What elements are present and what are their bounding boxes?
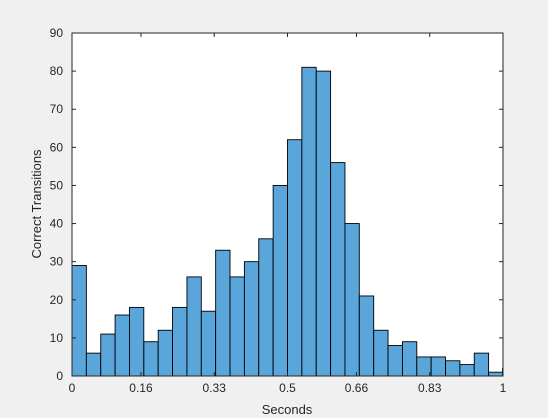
histogram-bar	[100, 333, 116, 377]
y-tick-label: 0	[56, 369, 63, 383]
histogram-bar	[373, 329, 389, 377]
histogram-bar	[157, 329, 174, 377]
x-tick-label: 0.16	[129, 381, 153, 395]
histogram-bar	[272, 184, 288, 377]
histogram-bar	[258, 238, 274, 377]
y-tick-label: 70	[50, 102, 64, 116]
y-tick-label: 80	[50, 64, 64, 78]
x-tick-label: 0.33	[203, 381, 227, 395]
histogram-bar	[85, 352, 102, 377]
y-tick-label: 90	[50, 26, 64, 40]
y-tick-label: 40	[50, 217, 64, 231]
x-tick-label: 0	[69, 381, 76, 395]
histogram-bar	[186, 276, 202, 377]
histogram-bar	[243, 261, 260, 377]
histogram-bar	[401, 341, 418, 377]
histogram-bar	[129, 306, 145, 377]
histogram-bar	[330, 162, 346, 377]
x-tick-label: 1	[500, 381, 507, 395]
y-axis-label: Correct Transitions	[29, 149, 44, 259]
y-tick-label: 30	[50, 255, 64, 269]
histogram-bars	[71, 66, 504, 377]
y-tick-label: 60	[50, 140, 64, 154]
histogram-bar	[215, 249, 231, 377]
histogram-bar	[430, 356, 446, 377]
x-axis-ticks: 0 0.16 0.33 0.5 0.66 0.83 1	[69, 33, 507, 395]
y-tick-label: 50	[50, 178, 64, 192]
x-tick-label: 0.66	[345, 381, 369, 395]
histogram-bar	[200, 310, 217, 377]
histogram-bar	[459, 364, 475, 377]
y-axis-ticks: 0 10 20 30 40 50 60 70 80 90	[50, 26, 503, 383]
histogram-bar	[143, 341, 159, 377]
y-tick-label: 10	[50, 331, 64, 345]
histogram-bar	[301, 66, 317, 377]
histogram-bar	[358, 295, 375, 377]
x-tick-label: 0.5	[279, 381, 296, 395]
histogram-bar	[473, 352, 490, 377]
histogram-bar	[416, 356, 432, 377]
histogram-bar	[488, 371, 504, 377]
histogram-bar	[114, 314, 130, 377]
y-tick-label: 20	[50, 293, 64, 307]
histogram-bar	[287, 139, 303, 377]
histogram-bar	[344, 223, 360, 377]
x-axis-label: Seconds	[262, 402, 313, 417]
histogram-bar	[315, 70, 332, 377]
histogram-bar	[172, 306, 188, 377]
x-tick-label: 0.83	[418, 381, 442, 395]
histogram-bar	[445, 360, 461, 377]
histogram-bar	[71, 265, 87, 377]
histogram-bar	[229, 276, 245, 377]
histogram-bar	[387, 345, 403, 377]
